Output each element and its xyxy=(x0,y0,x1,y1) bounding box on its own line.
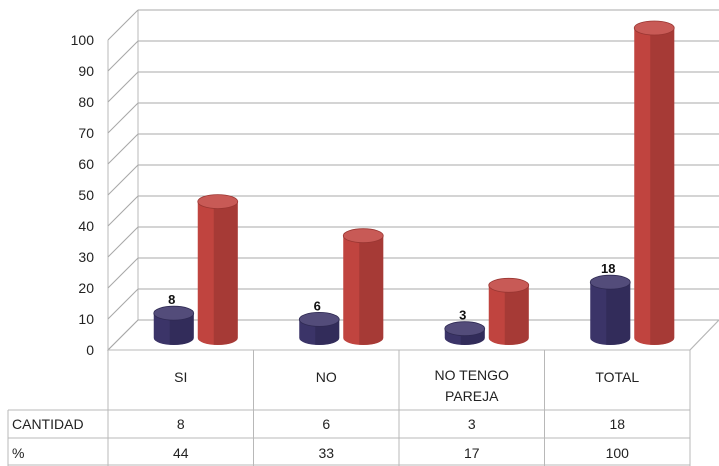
bar-porcentaje-2-shadow xyxy=(504,285,529,345)
gridline-side xyxy=(107,257,139,289)
gridline-side xyxy=(107,164,139,196)
y-tick-label: 40 xyxy=(78,218,94,234)
bar-cantidad-1-top xyxy=(298,311,340,327)
gridline-side xyxy=(107,40,139,72)
bar-porcentaje-0 xyxy=(197,194,239,346)
bar-cantidad-2 xyxy=(444,321,486,346)
category-label-1: NO xyxy=(316,369,337,385)
gridline-side xyxy=(107,71,139,103)
bar-porcentaje-0-shadow xyxy=(213,201,238,345)
table-cell-0-3: 18 xyxy=(609,416,625,432)
gridline-side xyxy=(107,288,139,320)
data-table: SI NO NO TENGO PAREJA TOTAL CANTIDAD 8 6 3 18% 44 3… xyxy=(7,319,719,466)
table-cell-1-3: 100 xyxy=(606,445,630,461)
bar-cantidad-0-top xyxy=(153,305,195,321)
category-label-2: NO TENGO xyxy=(435,367,510,383)
y-axis-ticks: 0 10 20 30 40 50 60 70 80 90 100 xyxy=(71,32,95,358)
bar-cantidad-2-top xyxy=(444,321,486,337)
bar-porcentaje-1-top xyxy=(342,228,384,244)
bar-porcentaje-2 xyxy=(488,277,530,346)
table-row-header-1: % xyxy=(12,445,24,461)
data-label-3: 18 xyxy=(601,261,615,276)
y-tick-label: 90 xyxy=(78,63,94,79)
bar-cantidad-3 xyxy=(589,274,631,346)
y-tick-label: 70 xyxy=(78,125,94,141)
gridline-side xyxy=(107,195,139,227)
table-line xyxy=(689,319,719,351)
bar-porcentaje-3-top xyxy=(633,20,675,36)
bar-cantidad-0 xyxy=(153,305,195,346)
gridline-side xyxy=(107,133,139,165)
y-tick-label: 80 xyxy=(78,94,94,110)
y-tick-label: 20 xyxy=(78,280,94,296)
y-tick-label: 30 xyxy=(78,249,94,265)
bar-cantidad-3-top xyxy=(589,274,631,290)
y-tick-label: 10 xyxy=(78,311,94,327)
bar-porcentaje-3-shadow xyxy=(650,28,675,345)
bars xyxy=(153,20,675,346)
table-cell-0-1: 6 xyxy=(322,416,330,432)
gridline-side xyxy=(107,9,139,41)
y-tick-label: 0 xyxy=(86,342,94,358)
data-label-1: 6 xyxy=(314,298,321,313)
data-labels: 8 6 3 18 xyxy=(168,261,615,323)
table-cell-1-1: 33 xyxy=(318,445,334,461)
category-label-0: SI xyxy=(174,369,187,385)
data-label-0: 8 xyxy=(168,292,175,307)
bar-porcentaje-0-top xyxy=(197,194,239,210)
table-cell-0-2: 3 xyxy=(468,416,476,432)
bar-porcentaje-3 xyxy=(633,20,675,346)
table-cell-0-0: 8 xyxy=(177,416,185,432)
bar-cantidad-1 xyxy=(298,311,340,345)
category-label-3: TOTAL xyxy=(595,369,639,385)
table-row-header-0: CANTIDAD xyxy=(12,416,84,432)
gridline-side xyxy=(107,102,139,134)
table-cell-1-0: 44 xyxy=(173,445,189,461)
y-tick-label: 100 xyxy=(71,32,95,48)
table-cell-1-2: 17 xyxy=(464,445,480,461)
bar-porcentaje-1-shadow xyxy=(359,235,384,345)
bar-porcentaje-2-top xyxy=(488,277,530,293)
gridline-side xyxy=(107,319,139,351)
bar-cantidad-3-shadow xyxy=(606,282,631,345)
bar-porcentaje-1 xyxy=(342,228,384,346)
category-label-2: PAREJA xyxy=(445,388,499,404)
data-label-2: 3 xyxy=(459,308,466,323)
y-tick-label: 60 xyxy=(78,156,94,172)
gridline-side xyxy=(107,226,139,258)
y-tick-label: 50 xyxy=(78,187,94,203)
bar-cantidad-0-shadow xyxy=(169,313,194,345)
